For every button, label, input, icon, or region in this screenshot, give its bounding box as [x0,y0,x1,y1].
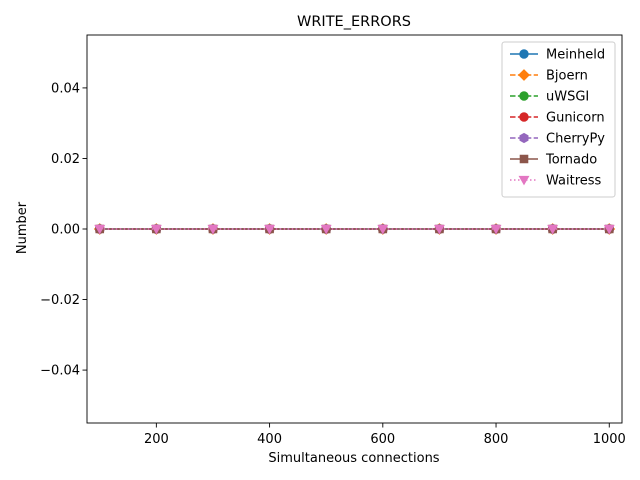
legend-item-cherrypy: CherryPy [510,132,605,147]
legend-label-tornado: Tornado [545,153,597,168]
chart-title: WRITE_ERRORS [297,14,411,30]
data-point-waitress-200 [150,224,162,235]
legend-label-meinheld: Meinheld [546,48,605,63]
data-point-waitress-600 [377,224,389,235]
y-tick-label: 0.02 [51,152,80,167]
legend-marker-tornado [519,154,529,164]
data-point-waitress-400 [264,224,276,235]
y-axis-title: Number [15,201,30,254]
y-tick-label: −0.04 [40,364,80,379]
legend-marker-waitress [518,175,530,186]
series-waitress [94,224,615,235]
legend-marker-meinheld [519,49,529,59]
legend-item-gunicorn: Gunicorn [510,111,605,126]
legend-marker-cherrypy [519,132,529,144]
x-axis-title: Simultaneous connections [268,451,439,466]
legend-marker-uwsgi [519,91,529,101]
legend-label-uwsgi: uWSGI [546,90,589,105]
x-tick-label: 800 [484,432,509,447]
data-point-waitress-1000 [603,224,615,235]
y-tick-label: 0.04 [51,81,80,96]
legend-label-bjoern: Bjoern [546,69,588,84]
legend-marker-bjoern [518,69,530,81]
legend-item-meinheld: Meinheld [510,48,605,63]
data-point-waitress-100 [94,224,106,235]
plot-area: 200 400 600 800 1000 −0.04 −0.02 0.00 0.02 0.04 [40,34,626,447]
data-point-waitress-800 [490,224,502,235]
x-tick-label: 400 [257,432,282,447]
legend-label-cherrypy: CherryPy [546,132,605,147]
data-point-waitress-900 [547,224,559,235]
legend-label-waitress: Waitress [546,174,602,189]
legend-marker-gunicorn [519,112,529,122]
y-tick-label: −0.02 [40,293,80,308]
legend-item-uwsgi: uWSGI [510,90,589,105]
legend-item-bjoern: Bjoern [510,69,588,84]
legend: Meinheld Bjoern uWSGI Gunicorn CherryPy Torna… [501,41,616,198]
legend-item-waitress: Waitress [510,174,602,189]
x-tick-label: 600 [370,432,395,447]
data-point-waitress-700 [433,224,445,235]
x-tick-label: 1000 [593,432,626,447]
legend-label-gunicorn: Gunicorn [546,111,605,126]
legend-item-tornado: Tornado [510,153,597,168]
x-tick-label: 200 [144,432,169,447]
y-tick-label: 0.00 [51,223,80,238]
data-point-waitress-500 [320,224,332,235]
data-point-waitress-300 [207,224,219,235]
